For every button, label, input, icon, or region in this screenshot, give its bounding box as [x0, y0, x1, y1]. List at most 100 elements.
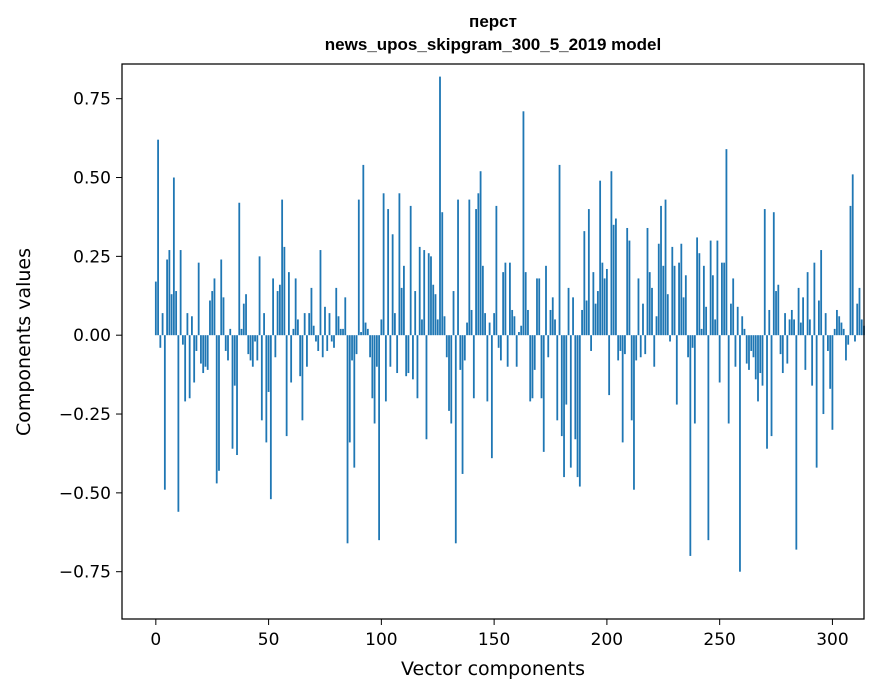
bar-268	[759, 335, 762, 374]
bar-163	[522, 111, 525, 336]
bar-59	[287, 272, 290, 336]
bar-35	[233, 335, 236, 386]
bar-126	[439, 76, 441, 336]
bar-136	[461, 335, 464, 474]
bar-132	[452, 291, 455, 336]
bar-301	[833, 328, 836, 336]
bar-138	[466, 322, 468, 336]
bar-264	[750, 335, 753, 351]
bar-14	[186, 313, 189, 336]
bar-25	[211, 291, 214, 336]
bar-168	[533, 335, 536, 370]
bar-18	[195, 335, 198, 351]
bar-304	[840, 322, 843, 336]
bar-186	[574, 335, 577, 440]
bar-280	[786, 335, 789, 364]
bar-122	[430, 256, 432, 336]
bar-98	[375, 335, 378, 367]
y-tick-label: −0.50	[59, 484, 111, 504]
bar-294	[817, 300, 820, 336]
bar-147	[486, 335, 489, 402]
bar-207	[621, 335, 624, 443]
bar-71	[315, 335, 317, 342]
bar-239	[693, 335, 696, 424]
bar-295	[820, 250, 823, 336]
bar-84	[344, 297, 347, 336]
bar-244	[705, 306, 708, 336]
bar-196	[596, 291, 599, 336]
bar-2	[159, 335, 162, 348]
bar-203	[612, 224, 615, 336]
bar-171	[540, 335, 543, 399]
bar-102	[384, 335, 387, 402]
bar-116	[416, 335, 419, 399]
bar-290	[808, 319, 811, 336]
y-tick-label: 0.75	[73, 90, 111, 110]
bar-182	[565, 335, 568, 405]
bar-17	[193, 335, 196, 383]
bar-44	[254, 335, 256, 342]
bar-131	[450, 335, 453, 424]
chart-subtitle: news_upos_skipgram_300_5_2019 model	[324, 35, 662, 54]
bar-109	[400, 287, 403, 336]
bar-250	[718, 335, 721, 383]
bar-37	[238, 202, 241, 336]
bar-255	[730, 303, 732, 336]
bar-15	[188, 335, 191, 399]
bar-89	[355, 335, 358, 355]
bar-121	[427, 253, 430, 336]
bar-113	[409, 205, 412, 336]
bar-209	[626, 227, 629, 336]
bar-269	[761, 335, 764, 386]
bar-179	[558, 164, 561, 336]
bar-233	[680, 243, 683, 336]
bar-221	[653, 335, 656, 367]
bar-162	[520, 325, 523, 336]
bar-115	[414, 291, 417, 336]
bar-33	[229, 328, 232, 336]
bar-259	[739, 335, 741, 572]
bar-22	[204, 335, 207, 367]
bar-252	[723, 262, 726, 336]
bar-258	[736, 306, 739, 336]
chart-title: перст	[469, 12, 517, 31]
bar-7	[170, 294, 173, 336]
bar-265	[752, 335, 755, 358]
bar-308	[849, 205, 852, 336]
bar-68	[308, 313, 311, 336]
bar-151	[495, 205, 498, 336]
bar-164	[524, 272, 527, 336]
bar-100	[380, 319, 383, 336]
bar-169	[536, 278, 538, 336]
bar-60	[290, 335, 293, 383]
bar-214	[637, 278, 640, 336]
bar-96	[371, 335, 374, 399]
bar-165	[527, 309, 529, 336]
bar-73	[319, 250, 322, 336]
bar-67	[306, 335, 308, 367]
bar-213	[635, 335, 638, 361]
bars-group	[154, 76, 865, 572]
bar-307	[847, 335, 850, 345]
bar-130	[448, 335, 450, 411]
bar-293	[815, 335, 818, 468]
bar-194	[592, 272, 595, 336]
bar-21	[202, 335, 205, 374]
bar-82	[339, 328, 342, 336]
bar-107	[396, 335, 399, 374]
bar-24	[209, 300, 211, 336]
bar-78	[330, 335, 333, 342]
bar-40	[245, 294, 247, 336]
bar-222	[655, 316, 658, 336]
bar-70	[312, 325, 315, 336]
bar-148	[488, 322, 491, 336]
bar-234	[682, 297, 685, 336]
bar-299	[829, 335, 832, 389]
plot-frame	[121, 63, 865, 620]
bar-273	[770, 335, 773, 437]
bar-195	[594, 303, 597, 336]
x-tick-label: 250	[703, 630, 735, 650]
bar-283	[793, 319, 795, 336]
bar-192	[587, 209, 590, 336]
bar-260	[741, 316, 744, 336]
